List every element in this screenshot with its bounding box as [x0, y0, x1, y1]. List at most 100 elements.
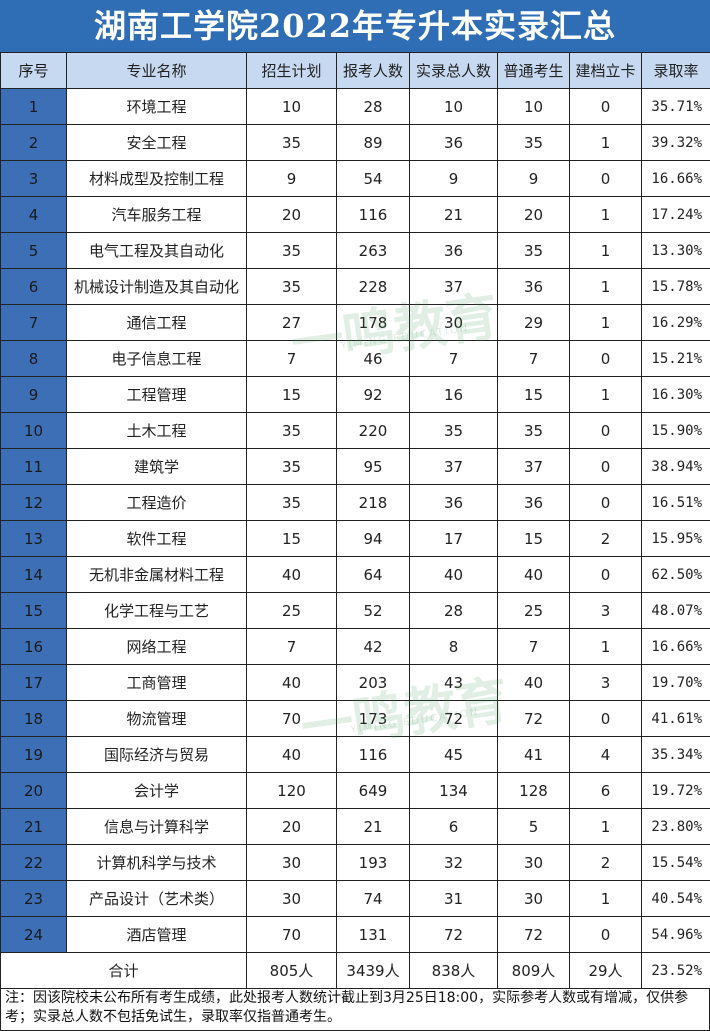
table-cell: 35 — [246, 412, 337, 449]
table-row: 21 信息与计算科学 20 21 6 5 1 23.80% — [0, 808, 710, 845]
table-cell: 54.96% — [641, 916, 710, 953]
table-cell: 安全工程 — [66, 124, 247, 161]
table-cell: 2 — [0, 124, 67, 161]
table-cell: 13.30% — [641, 232, 710, 269]
table-cell: 8 — [409, 628, 498, 665]
table-cell: 化学工程与工艺 — [66, 592, 247, 629]
table-cell: 电子信息工程 — [66, 340, 247, 377]
table-cell: 649 — [336, 772, 410, 809]
data-table: 序号 专业名称 招生计划 报考人数 实录总人数 普通考生 建档立卡 录取率 1 环境工程 10 28 1… — [0, 52, 710, 989]
table-cell: 48.07% — [641, 592, 710, 629]
table-cell: 35 — [497, 412, 570, 449]
table-row: 1 环境工程 10 28 10 10 0 35.71% — [0, 88, 710, 125]
table-cell: 116 — [336, 736, 410, 773]
table-cell: 15.21% — [641, 340, 710, 377]
table-cell: 116 — [336, 196, 410, 233]
table-cell: 21 — [409, 196, 498, 233]
table-cell: 72 — [409, 916, 498, 953]
table-cell: 16 — [409, 376, 498, 413]
table-row: 20 会计学 120 649 134 128 6 19.72% — [0, 772, 710, 809]
table-cell: 23 — [0, 880, 67, 917]
table-cell: 材料成型及控制工程 — [66, 160, 247, 197]
table-cell: 838人 — [409, 952, 498, 989]
table-cell: 通信工程 — [66, 304, 247, 341]
table-cell: 6 — [569, 772, 642, 809]
table-cell: 10 — [409, 88, 498, 125]
table-cell: 9 — [0, 376, 67, 413]
table-cell: 40 — [246, 556, 337, 593]
table-cell: 131 — [336, 916, 410, 953]
table-row: 22 计算机科学与技术 30 193 32 30 2 15.54% — [0, 844, 710, 881]
table-cell: 36 — [497, 268, 570, 305]
table-cell: 16.66% — [641, 628, 710, 665]
table-cell: 15 — [246, 520, 337, 557]
table-cell: 16.66% — [641, 160, 710, 197]
table-cell: 3 — [569, 592, 642, 629]
table-cell: 30 — [246, 880, 337, 917]
table-cell: 203 — [336, 664, 410, 701]
table-cell: 89 — [336, 124, 410, 161]
table-cell: 228 — [336, 268, 410, 305]
table-cell: 合计 — [0, 952, 247, 989]
table-cell: 15.78% — [641, 268, 710, 305]
table-cell: 95 — [336, 448, 410, 485]
table-cell: 15 — [497, 376, 570, 413]
table-cell: 10 — [497, 88, 570, 125]
table-cell: 35 — [246, 268, 337, 305]
table-cell: 19.70% — [641, 664, 710, 701]
table-cell: 7 — [0, 304, 67, 341]
table-cell: 1 — [569, 304, 642, 341]
table-cell: 21 — [0, 808, 67, 845]
table-row: 24 酒店管理 70 131 72 72 0 54.96% — [0, 916, 710, 953]
table-cell: 17 — [409, 520, 498, 557]
table-cell: 计算机科学与技术 — [66, 844, 247, 881]
table-cell: 46 — [336, 340, 410, 377]
table-cell: 29 — [497, 304, 570, 341]
table-row: 10 土木工程 35 220 35 35 0 15.90% — [0, 412, 710, 449]
table-row: 3 材料成型及控制工程 9 54 9 9 0 16.66% — [0, 160, 710, 197]
table-cell: 无机非金属材料工程 — [66, 556, 247, 593]
table-row: 15 化学工程与工艺 25 52 28 25 3 48.07% — [0, 592, 710, 629]
table-cell: 35 — [246, 484, 337, 521]
table-cell: 41.61% — [641, 700, 710, 737]
table-cell: 23.52% — [641, 952, 710, 989]
table-cell: 52 — [336, 592, 410, 629]
table-cell: 专业名称 — [66, 52, 247, 89]
table-row: 5 电气工程及其自动化 35 263 36 35 1 13.30% — [0, 232, 710, 269]
table-cell: 8 — [0, 340, 67, 377]
table-cell: 35 — [497, 124, 570, 161]
table-cell: 15 — [246, 376, 337, 413]
table-cell: 35.34% — [641, 736, 710, 773]
table-cell: 1 — [569, 880, 642, 917]
table-cell: 国际经济与贸易 — [66, 736, 247, 773]
table-row: 4 汽车服务工程 20 116 21 20 1 17.24% — [0, 196, 710, 233]
table-cell: 30 — [497, 844, 570, 881]
table-cell: 工程造价 — [66, 484, 247, 521]
table-row: 9 工程管理 15 92 16 15 1 16.30% — [0, 376, 710, 413]
table-cell: 0 — [569, 340, 642, 377]
table-cell: 网络工程 — [66, 628, 247, 665]
table-cell: 1 — [0, 88, 67, 125]
table-cell: 物流管理 — [66, 700, 247, 737]
table-cell: 10 — [0, 412, 67, 449]
table-cell: 173 — [336, 700, 410, 737]
table-row: 7 通信工程 27 178 30 29 1 16.29% — [0, 304, 710, 341]
table-cell: 37 — [497, 448, 570, 485]
table-cell: 13 — [0, 520, 67, 557]
table-cell: 27 — [246, 304, 337, 341]
table-cell: 32 — [409, 844, 498, 881]
table-row: 14 无机非金属材料工程 40 64 40 40 0 62.50% — [0, 556, 710, 593]
table-cell: 41 — [497, 736, 570, 773]
table-cell: 2 — [569, 520, 642, 557]
table-cell: 30 — [497, 880, 570, 917]
table-cell: 25 — [246, 592, 337, 629]
table-row: 13 软件工程 15 94 17 15 2 15.95% — [0, 520, 710, 557]
table-cell: 7 — [246, 628, 337, 665]
table-row: 12 工程造价 35 218 36 36 0 16.51% — [0, 484, 710, 521]
table-cell: 普通考生 — [497, 52, 570, 89]
table-cell: 0 — [569, 916, 642, 953]
table-cell: 72 — [497, 700, 570, 737]
table-cell: 7 — [497, 340, 570, 377]
table-cell: 实录总人数 — [409, 52, 498, 89]
